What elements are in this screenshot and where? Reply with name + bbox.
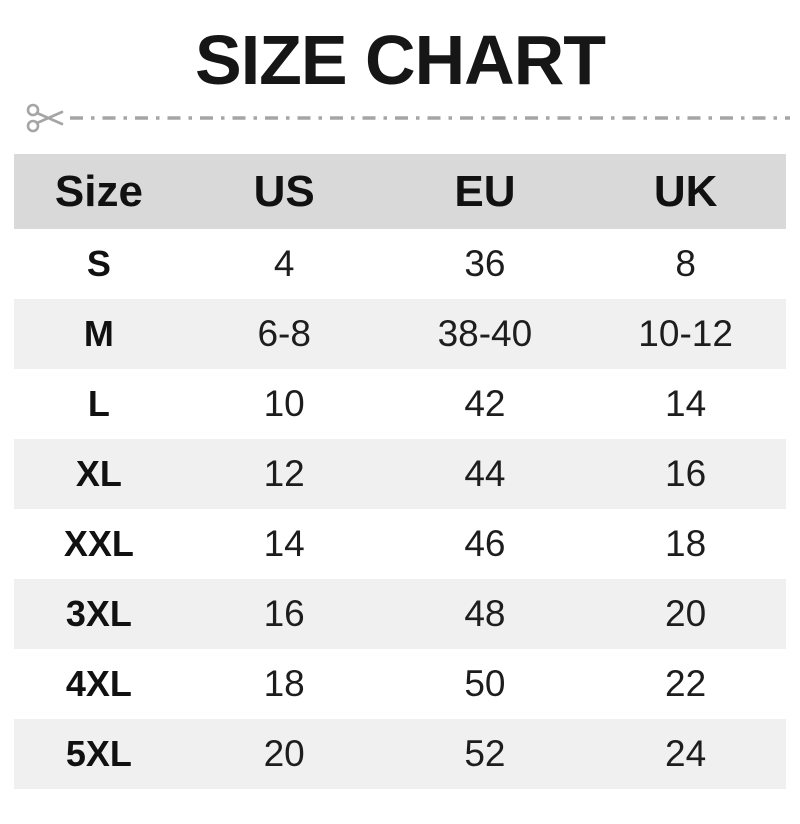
table-row-xl: XL 12 44 16 bbox=[14, 439, 786, 509]
column-header-eu: EU bbox=[454, 166, 516, 216]
uk-value: 18 bbox=[665, 523, 707, 564]
size-value: 5XL bbox=[65, 733, 132, 774]
table-row-4xl: 4XL 18 50 22 bbox=[14, 649, 786, 719]
size-chart-page: SIZE CHART Size US EU UK S 4 36 8 bbox=[0, 24, 800, 824]
uk-value: 24 bbox=[665, 733, 707, 774]
size-value: L bbox=[87, 383, 110, 424]
size-table: Size US EU UK S 4 36 8 M 6-8 38-40 10-12… bbox=[14, 154, 786, 789]
us-value: 10 bbox=[263, 383, 305, 424]
table-row-5xl: 5XL 20 52 24 bbox=[14, 719, 786, 789]
size-value: S bbox=[86, 243, 111, 284]
size-value: XXL bbox=[63, 523, 134, 564]
table-row-l: L 10 42 14 bbox=[14, 369, 786, 439]
us-value: 20 bbox=[263, 733, 305, 774]
eu-value: 36 bbox=[464, 243, 506, 284]
eu-value: 50 bbox=[464, 663, 506, 704]
table-header-row: Size US EU UK bbox=[14, 154, 786, 229]
scissors-icon bbox=[24, 98, 66, 138]
uk-value: 20 bbox=[665, 593, 707, 634]
eu-value: 48 bbox=[464, 593, 506, 634]
table-row-xxl: XXL 14 46 18 bbox=[14, 509, 786, 579]
eu-value: 42 bbox=[464, 383, 506, 424]
dashed-cut-line bbox=[70, 116, 790, 120]
uk-value: 8 bbox=[675, 243, 696, 284]
cut-line bbox=[24, 98, 790, 138]
us-value: 12 bbox=[263, 453, 305, 494]
uk-value: 16 bbox=[665, 453, 707, 494]
size-value: 3XL bbox=[65, 593, 132, 634]
uk-value: 14 bbox=[665, 383, 707, 424]
size-value: 4XL bbox=[65, 663, 132, 704]
us-value: 4 bbox=[273, 243, 295, 284]
column-header-us: US bbox=[253, 166, 315, 216]
eu-value: 44 bbox=[464, 453, 506, 494]
table-row-m: M 6-8 38-40 10-12 bbox=[14, 299, 786, 369]
uk-value: 22 bbox=[665, 663, 707, 704]
us-value: 16 bbox=[263, 593, 305, 634]
us-value: 6-8 bbox=[257, 313, 311, 354]
table-row-s: S 4 36 8 bbox=[14, 229, 786, 299]
eu-value: 52 bbox=[464, 733, 506, 774]
table-row-3xl: 3XL 16 48 20 bbox=[14, 579, 786, 649]
column-header-uk: UK bbox=[653, 166, 718, 216]
eu-value: 38-40 bbox=[437, 313, 533, 354]
column-header-size: Size bbox=[54, 166, 143, 216]
eu-value: 46 bbox=[464, 523, 506, 564]
size-value: XL bbox=[75, 453, 122, 494]
uk-value: 10-12 bbox=[638, 313, 733, 354]
us-value: 18 bbox=[263, 663, 305, 704]
page-title: SIZE CHART bbox=[195, 21, 606, 99]
size-value: M bbox=[83, 313, 114, 354]
us-value: 14 bbox=[263, 523, 305, 564]
